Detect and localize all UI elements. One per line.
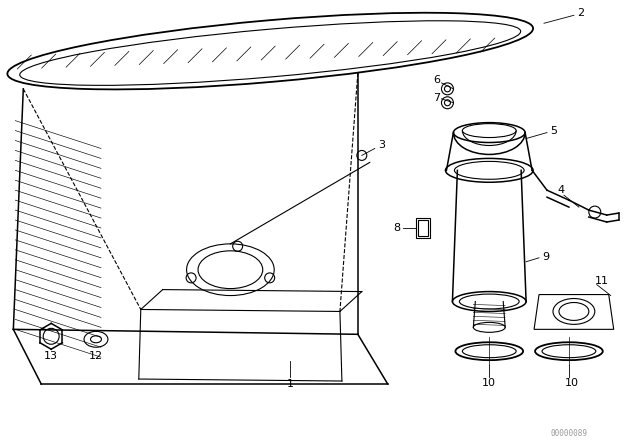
Text: 8: 8 bbox=[393, 223, 400, 233]
Text: 12: 12 bbox=[89, 351, 103, 361]
Text: 7: 7 bbox=[433, 93, 440, 103]
Text: 2: 2 bbox=[577, 9, 584, 18]
Text: 10: 10 bbox=[565, 378, 579, 388]
Text: 5: 5 bbox=[550, 125, 557, 136]
Text: 10: 10 bbox=[483, 378, 496, 388]
Text: 13: 13 bbox=[44, 351, 58, 361]
Text: 1: 1 bbox=[287, 379, 294, 389]
Text: 00000089: 00000089 bbox=[550, 429, 588, 438]
Text: 6: 6 bbox=[433, 75, 440, 85]
Bar bbox=[417, 220, 428, 236]
Text: 4: 4 bbox=[557, 185, 564, 195]
Bar bbox=[415, 218, 429, 238]
Text: 11: 11 bbox=[595, 276, 609, 286]
Text: 9: 9 bbox=[543, 252, 550, 262]
Text: 3: 3 bbox=[378, 141, 385, 151]
